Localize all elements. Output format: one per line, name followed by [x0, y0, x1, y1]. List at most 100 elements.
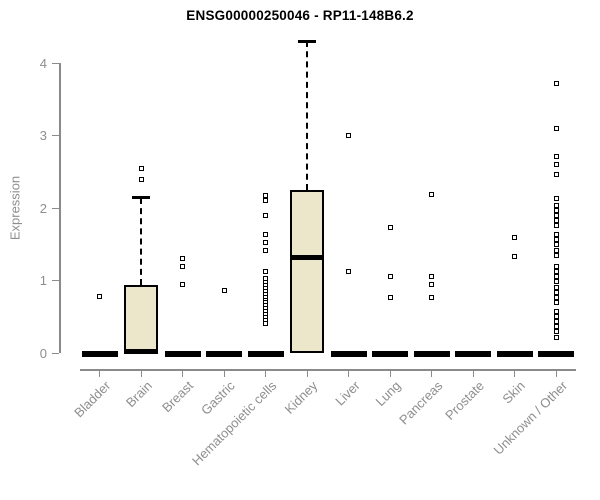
- outlier-point: [263, 193, 269, 199]
- x-axis-category-label: Breast: [159, 378, 197, 416]
- chart-title: ENSG00000250046 - RP11-148B6.2: [186, 8, 414, 23]
- x-axis-category-label: Gastric: [198, 378, 238, 418]
- zero-median-bar: [413, 351, 450, 357]
- y-axis-tick-label: 4: [39, 55, 47, 71]
- median-line: [124, 349, 159, 355]
- outlier-point: [553, 314, 559, 320]
- outlier-point: [138, 165, 144, 171]
- outlier-point: [553, 334, 559, 340]
- x-axis-category-label: Pancreas: [395, 378, 446, 428]
- outlier-point: [553, 217, 559, 223]
- outlier-point: [553, 172, 559, 178]
- outlier-point: [263, 248, 269, 254]
- y-axis-tick: [52, 207, 59, 209]
- outlier-point: [346, 133, 352, 138]
- outlier-point: [553, 222, 559, 228]
- outlier-point: [553, 162, 559, 167]
- outlier-point: [553, 289, 559, 295]
- x-axis-category-label: Skin: [499, 378, 529, 407]
- outlier-point: [429, 281, 435, 287]
- outlier-point: [553, 309, 559, 315]
- x-axis-tick: [431, 369, 433, 377]
- y-axis-tick-label: 0: [39, 345, 47, 361]
- box: [124, 284, 159, 353]
- outlier-point: [553, 196, 559, 202]
- outlier-point: [346, 269, 352, 275]
- y-axis-tick: [52, 352, 59, 354]
- zero-median-bar: [372, 351, 409, 357]
- outlier-point: [553, 324, 559, 330]
- outlier-point: [263, 198, 269, 204]
- outlier-point: [553, 279, 559, 285]
- outlier-point: [553, 319, 559, 325]
- outlier-point: [180, 264, 186, 270]
- outlier-point: [553, 125, 559, 131]
- outlier-point: [553, 329, 559, 335]
- x-axis-tick: [555, 369, 557, 377]
- zero-median-bar: [538, 351, 575, 357]
- x-axis-line: [80, 369, 576, 371]
- x-axis-tick: [472, 369, 474, 377]
- x-axis-category-label: Lung: [372, 378, 404, 410]
- outlier-point: [263, 240, 269, 246]
- outlier-point: [429, 274, 435, 280]
- box: [290, 189, 325, 353]
- outlier-point: [553, 154, 559, 160]
- y-axis-tick: [52, 135, 59, 136]
- outlier-point: [553, 300, 559, 306]
- x-axis-category-label: Unknown / Other: [490, 378, 570, 458]
- zero-median-bar: [247, 351, 284, 357]
- outlier-point: [553, 264, 559, 270]
- outlier-point: [553, 269, 559, 275]
- zero-median-bar: [330, 351, 367, 357]
- outlier-point: [387, 225, 393, 231]
- zero-median-bar: [164, 351, 201, 357]
- outlier-point: [553, 232, 559, 238]
- outlier-point: [263, 213, 269, 219]
- median-line: [290, 254, 325, 260]
- x-axis-category-label: Brain: [122, 378, 155, 411]
- x-axis-tick: [389, 369, 391, 377]
- whisker-cap: [298, 39, 317, 43]
- whisker-line: [306, 41, 309, 190]
- zero-median-bar: [496, 351, 533, 357]
- outlier-point: [429, 295, 435, 301]
- outlier-point: [553, 242, 559, 248]
- outlier-point: [263, 320, 269, 326]
- y-axis-tick: [52, 62, 59, 64]
- zero-median-bar: [81, 351, 118, 357]
- x-axis-tick: [182, 369, 184, 377]
- x-axis-tick: [140, 369, 142, 377]
- outlier-point: [429, 192, 435, 198]
- x-axis-tick: [306, 369, 308, 377]
- x-axis-category-label: Bladder: [71, 378, 114, 421]
- x-axis-category-label: Prostate: [441, 378, 487, 423]
- outlier-point: [553, 284, 559, 290]
- outlier-point: [138, 177, 144, 183]
- outlier-point: [221, 288, 227, 294]
- x-axis-tick: [348, 369, 350, 377]
- outlier-point: [553, 202, 559, 208]
- outlier-point: [180, 281, 186, 287]
- y-axis-tick-label: 2: [39, 200, 47, 216]
- x-axis-tick: [223, 369, 225, 377]
- outlier-point: [512, 234, 518, 240]
- x-axis-category-label: Liver: [331, 378, 363, 409]
- outlier-point: [387, 294, 393, 300]
- outlier-point: [553, 295, 559, 301]
- outlier-point: [512, 254, 518, 260]
- zero-median-bar: [206, 351, 243, 357]
- x-axis-tick: [99, 369, 101, 377]
- outlier-point: [553, 207, 559, 213]
- outlier-point: [263, 232, 269, 238]
- outlier-point: [97, 293, 103, 299]
- outlier-point: [553, 274, 559, 280]
- y-axis-tick: [52, 280, 59, 281]
- y-axis-tick-label: 1: [39, 273, 47, 288]
- outlier-point: [553, 80, 559, 86]
- x-axis-tick: [514, 369, 516, 377]
- whisker-cap: [132, 196, 151, 200]
- y-axis-line: [59, 63, 61, 353]
- zero-median-bar: [455, 351, 492, 357]
